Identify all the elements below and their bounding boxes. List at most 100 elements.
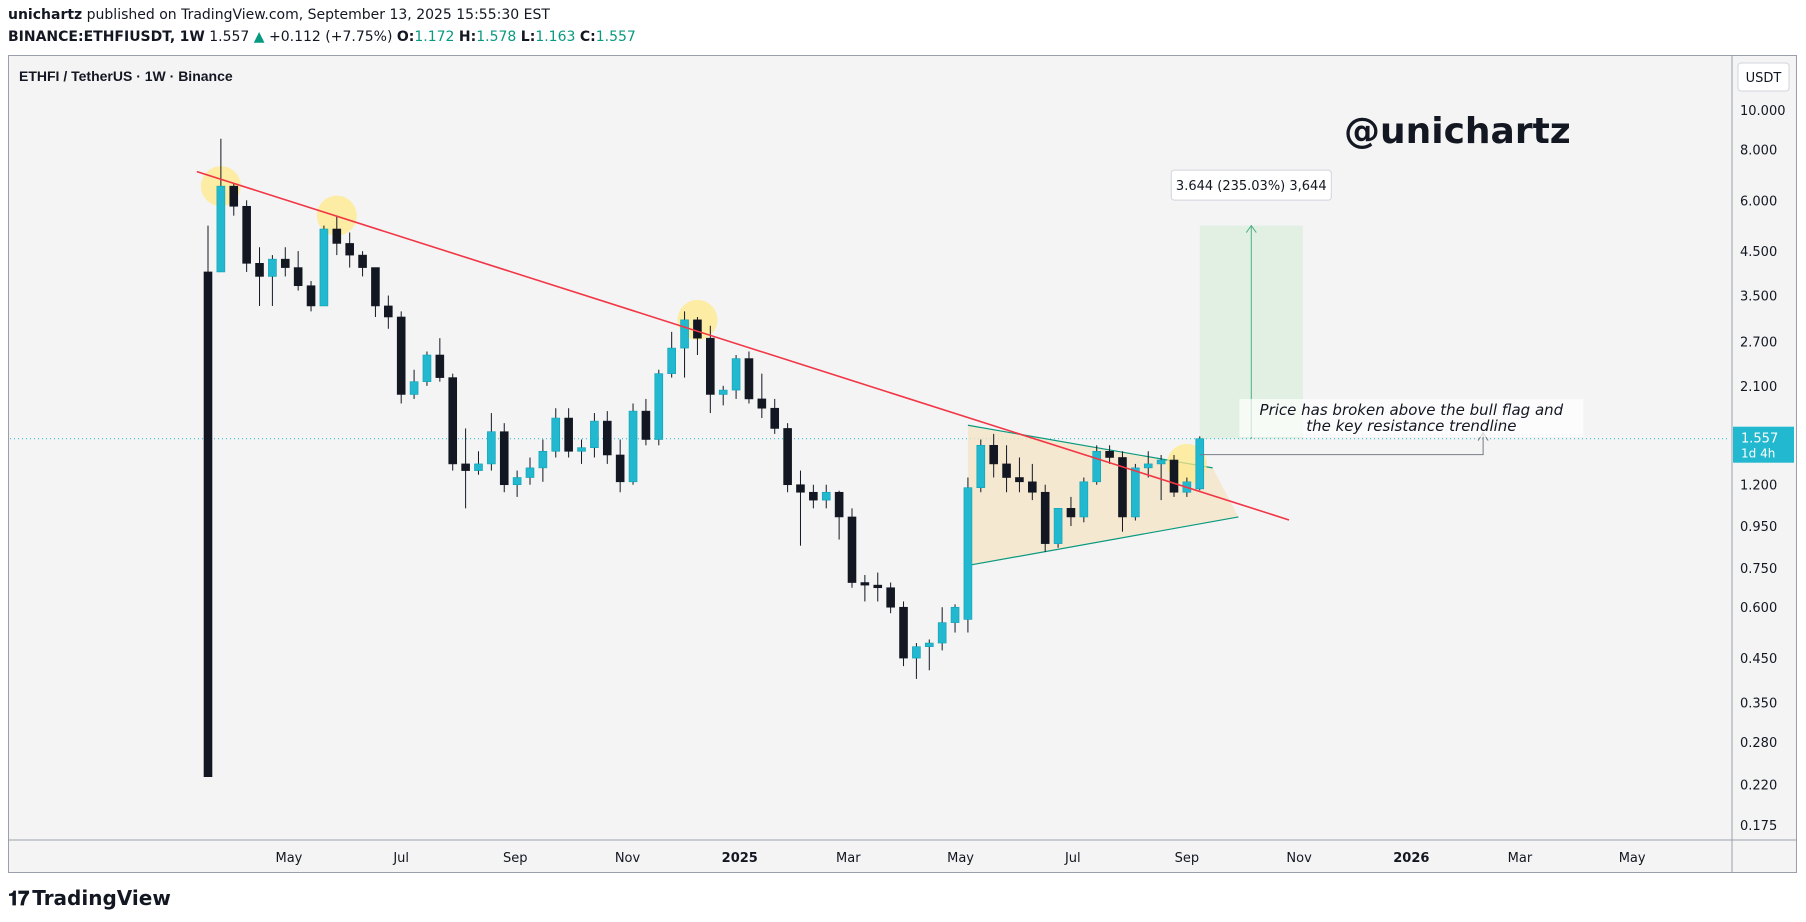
candle-down[interactable]	[860, 575, 870, 602]
candle-up[interactable]	[268, 255, 277, 306]
last-price-tag[interactable]	[1733, 426, 1794, 463]
candle-down[interactable]	[229, 183, 239, 216]
note-line-1[interactable]: Price has broken above the bull flag and	[1260, 401, 1564, 419]
candle-up[interactable]	[654, 369, 664, 446]
flag-lower-line[interactable]	[967, 516, 1239, 567]
candle-down[interactable]	[371, 267, 380, 317]
candle-down[interactable]	[461, 428, 470, 509]
candle-up[interactable]	[1143, 451, 1153, 478]
candle-down[interactable]	[602, 411, 612, 464]
candle-up[interactable]	[1092, 445, 1102, 485]
candle-down[interactable]	[886, 582, 895, 614]
candle-down[interactable]	[744, 351, 754, 404]
candle-up[interactable]	[718, 385, 728, 406]
candle-up[interactable]	[963, 477, 973, 633]
candle-down[interactable]	[203, 225, 213, 777]
candle-down[interactable]	[796, 470, 805, 546]
note-line-2[interactable]: the key resistance trendline	[1306, 417, 1516, 435]
candle-down[interactable]	[345, 232, 354, 268]
candle-down[interactable]	[332, 215, 342, 256]
candle-up[interactable]	[409, 369, 419, 399]
candle-up[interactable]	[976, 439, 986, 493]
candle-up[interactable]	[1156, 454, 1166, 501]
candle-up[interactable]	[422, 351, 432, 386]
candle-up[interactable]	[1131, 463, 1140, 521]
candle-down[interactable]	[280, 247, 290, 277]
candle-up[interactable]	[821, 484, 831, 509]
candle-up[interactable]	[590, 413, 599, 458]
candle-down[interactable]	[435, 338, 445, 382]
candle-up[interactable]	[319, 225, 329, 307]
candle-up[interactable]	[912, 643, 921, 679]
candle-up[interactable]	[474, 451, 483, 475]
tradingview-logo[interactable]: 𝟏𝟕 TradingView	[8, 886, 171, 910]
breakout-arrow[interactable]	[1199, 434, 1484, 456]
candle-down[interactable]	[693, 316, 702, 356]
candle-down[interactable]	[1066, 496, 1076, 527]
candle-up[interactable]	[538, 439, 548, 482]
candle-body	[757, 398, 767, 409]
candle-down[interactable]	[873, 572, 883, 602]
candle-down[interactable]	[396, 311, 406, 404]
candle-up[interactable]	[1079, 477, 1089, 523]
candle-up[interactable]	[577, 439, 586, 464]
candle-up[interactable]	[551, 408, 561, 458]
price-tick: 2.100	[1740, 380, 1777, 395]
candle-down[interactable]	[757, 373, 767, 419]
author-name[interactable]: unichartz	[8, 7, 83, 23]
candle-down[interactable]	[306, 281, 316, 312]
candle-up[interactable]	[487, 413, 496, 471]
candle-down[interactable]	[770, 398, 780, 434]
candle-up[interactable]	[1053, 508, 1063, 548]
note-bg	[1239, 399, 1584, 438]
candle-down[interactable]	[1028, 463, 1037, 501]
candle-down[interactable]	[641, 398, 651, 446]
candle-up[interactable]	[628, 403, 638, 485]
candle-down[interactable]	[499, 423, 509, 493]
candle-down[interactable]	[1040, 484, 1050, 553]
candle-down[interactable]	[293, 251, 303, 291]
candle-down[interactable]	[809, 484, 818, 509]
candle-down[interactable]	[358, 251, 367, 277]
candle-down[interactable]	[615, 439, 625, 493]
candle-up[interactable]	[731, 355, 741, 399]
candle-down[interactable]	[242, 200, 251, 272]
resistance-trendline[interactable]	[196, 170, 1290, 521]
candle-down[interactable]	[834, 490, 844, 540]
candle-up[interactable]	[680, 311, 689, 378]
candle-down[interactable]	[847, 508, 857, 588]
candle-down[interactable]	[706, 325, 715, 414]
candle-down[interactable]	[448, 373, 458, 471]
candle-up[interactable]	[924, 639, 934, 671]
candle-down[interactable]	[255, 247, 264, 306]
candle-body	[358, 254, 367, 268]
candle-down[interactable]	[899, 601, 908, 667]
candle-down[interactable]	[989, 433, 998, 478]
candle-down[interactable]	[783, 423, 792, 493]
time-axis[interactable]: May Jul Sep Nov 2025 Mar May Jul Sep Nov 2026 Mar Ma…	[9, 839, 1796, 866]
candle-down[interactable]	[1002, 445, 1011, 493]
candle-up[interactable]	[1195, 436, 1205, 491]
candle-down[interactable]	[1118, 451, 1127, 532]
candle-body	[860, 582, 870, 586]
candle-up[interactable]	[937, 607, 947, 651]
chart-frame[interactable]	[8, 55, 1797, 873]
candle-up[interactable]	[216, 138, 226, 273]
candle-down[interactable]	[564, 408, 573, 458]
price-axis[interactable]: USDT 10.000 8.000 6.000 4.500 3.500 2.700 2.100…	[1731, 56, 1794, 873]
candle-down[interactable]	[1169, 454, 1179, 497]
candle-body	[718, 389, 728, 395]
candle-down[interactable]	[384, 295, 393, 329]
candle-up[interactable]	[667, 331, 676, 378]
candle-up[interactable]	[512, 470, 522, 497]
candle-down[interactable]	[1015, 457, 1024, 493]
candle-up[interactable]	[950, 604, 960, 633]
candle-down[interactable]	[1105, 445, 1114, 464]
currency-button[interactable]	[1737, 62, 1790, 92]
bull-flag-zone[interactable]	[967, 425, 1239, 566]
candle-body	[1169, 459, 1179, 493]
candle-body	[203, 271, 213, 777]
brand-name: TradingView	[32, 886, 171, 910]
candle-up[interactable]	[525, 457, 535, 485]
